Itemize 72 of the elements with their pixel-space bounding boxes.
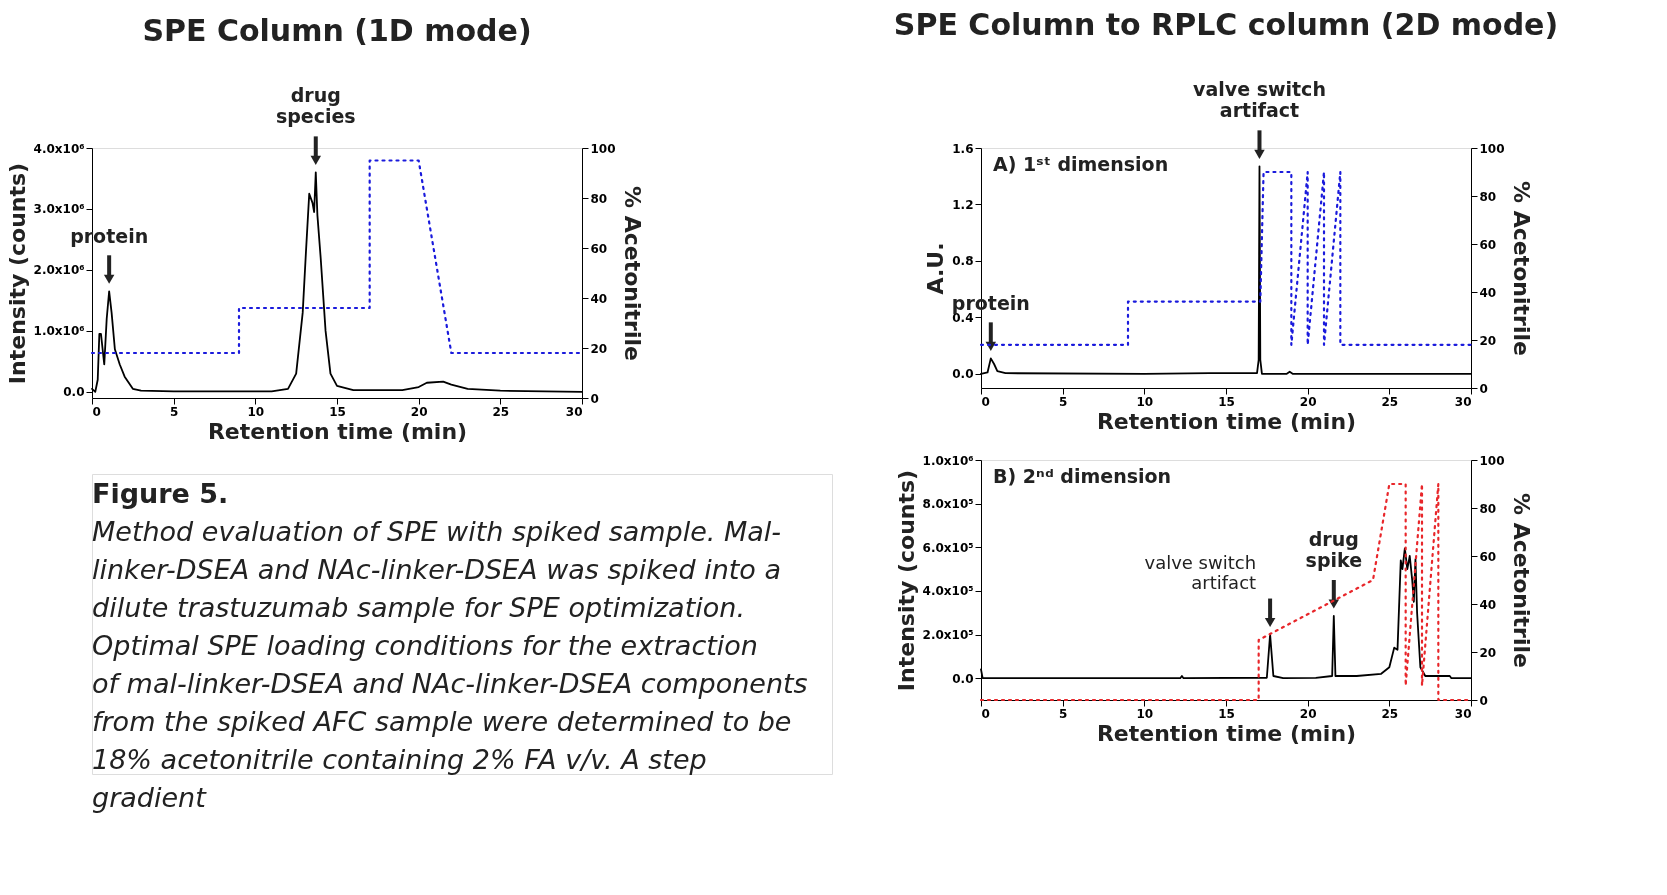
x-axis-title: Retention time (min)	[207, 418, 468, 444]
y2-tick-label: 40	[1479, 285, 1497, 300]
annotation: valve switch artifact	[1193, 78, 1326, 122]
y2-tick-label: 0	[1479, 381, 1488, 396]
y2-tick-label: 100	[1479, 453, 1505, 468]
annotation: valve switch artifact	[1144, 551, 1257, 593]
x-tick-label: 25	[1381, 394, 1399, 409]
y-tick-label: 2.0x10⁵	[922, 628, 974, 643]
x-tick-label: 30	[565, 404, 583, 419]
y2-tick-label: 40	[1479, 597, 1497, 612]
y-tick-label: 2.0x10⁶	[33, 263, 85, 278]
annotation: drug species	[275, 84, 356, 128]
y2-tick-label: 20	[1479, 645, 1497, 660]
x-tick-label: 5	[1058, 394, 1068, 409]
x-tick-label: 10	[247, 404, 265, 419]
x-tick-label: 30	[1454, 706, 1472, 721]
x-tick-label: 20	[1299, 394, 1317, 409]
x-tick-label: 5	[169, 404, 179, 419]
x-tick-label: 15	[1218, 394, 1235, 409]
annotation: A) 1ˢᵗ dimension	[993, 153, 1169, 175]
y2-tick-label: 100	[590, 141, 616, 156]
x-tick-label: 10	[1136, 706, 1154, 721]
y-axis-title: Intensity (counts)	[4, 162, 30, 385]
x-tick-label: 15	[1218, 706, 1235, 721]
y2-tick-label: 60	[1479, 237, 1497, 252]
x-axis-title: Retention time (min)	[1096, 408, 1357, 434]
x-tick-label: 25	[1381, 706, 1399, 721]
y-tick-label: 6.0x10⁵	[922, 540, 974, 555]
chart-title: SPE Column to RPLC column (2D mode)	[893, 7, 1559, 43]
y-axis-title: Intensity (counts)	[893, 469, 919, 692]
y-tick-label: 0.8	[952, 254, 974, 269]
y2-axis-title: % Acetonitrile	[1508, 493, 1534, 668]
y-tick-label: 0.0	[952, 367, 974, 382]
y-tick-label: 1.0x10⁶	[33, 324, 85, 339]
x-tick-label: 5	[1058, 706, 1068, 721]
y2-tick-label: 80	[590, 191, 608, 206]
y2-tick-label: 80	[1479, 189, 1497, 204]
y2-axis-title: % Acetonitrile	[1508, 181, 1534, 356]
y-tick-label: 1.2	[952, 197, 974, 212]
y2-tick-label: 100	[1479, 141, 1505, 156]
y-tick-label: 1.6	[952, 141, 974, 156]
y-tick-label: 1.0x10⁶	[922, 453, 974, 468]
y2-tick-label: 60	[1479, 549, 1497, 564]
x-tick-label: 10	[1136, 394, 1154, 409]
y-axis-title: A.U.	[923, 242, 949, 295]
x-tick-label: 15	[329, 404, 346, 419]
y-tick-label: 4.0x10⁶	[33, 141, 85, 156]
x-tick-label: 25	[492, 404, 510, 419]
x-tick-label: 0	[981, 394, 990, 409]
y-tick-label: 0.0	[63, 385, 85, 400]
y2-tick-label: 20	[1479, 333, 1497, 348]
x-tick-label: 20	[1299, 706, 1317, 721]
y-tick-label: 4.0x10⁵	[922, 584, 974, 599]
annotation: drug spike	[1305, 528, 1363, 571]
y2-tick-label: 20	[590, 341, 608, 356]
chart-title: SPE Column (1D mode)	[142, 13, 532, 49]
y2-tick-label: 0	[1479, 693, 1488, 708]
y2-tick-label: 60	[590, 241, 608, 256]
y-tick-label: 3.0x10⁶	[33, 202, 85, 217]
y-tick-label: 0.0	[952, 671, 974, 686]
x-tick-label: 0	[92, 404, 101, 419]
x-tick-label: 0	[981, 706, 990, 721]
y2-tick-label: 80	[1479, 501, 1497, 516]
x-tick-label: 20	[410, 404, 428, 419]
annotation: B) 2ⁿᵈ dimension	[993, 465, 1172, 487]
x-axis-title: Retention time (min)	[1096, 720, 1357, 746]
y2-axis-title: % Acetonitrile	[619, 186, 645, 361]
y2-tick-label: 40	[590, 291, 608, 306]
y-tick-label: 8.0x10⁵	[922, 497, 974, 512]
x-tick-label: 30	[1454, 394, 1472, 409]
text: Method evaluation of SPE with spiked sample. Mal-linker-DSEA and NAc-linker-DSEA was spiked into a dilute trastuzumab sample for SPE optimization. Optimal SPE loading conditions for the extraction of mal-linker-DSEA and NAc-linker-DSEA components from the spiked AFC sample were determined to be 18% acetonitrile containing 2% FA v/v. A step gradient	[92, 516, 808, 813]
caption: Figure 5.	[92, 478, 229, 509]
